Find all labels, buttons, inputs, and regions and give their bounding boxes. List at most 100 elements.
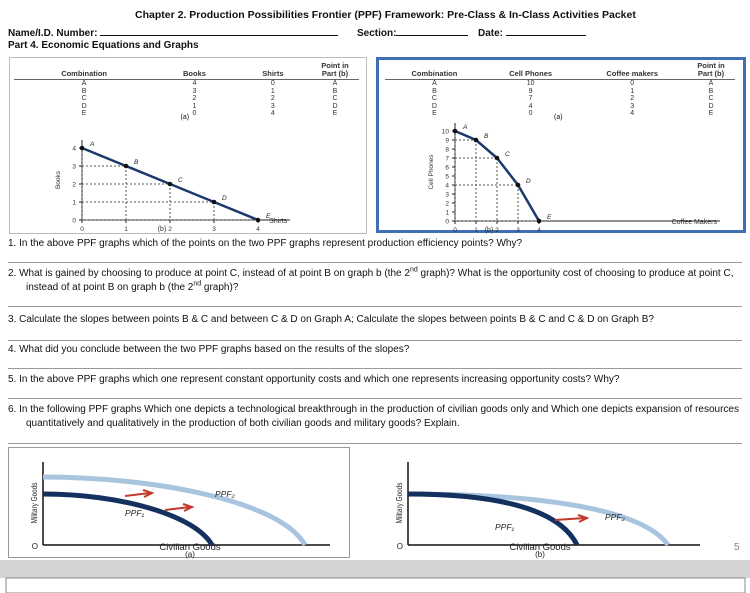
ppf1-curve [407,491,580,547]
section-text: Section: [357,28,397,39]
superscript: nd [193,280,202,288]
ppf1-label: PPF₁ [125,508,145,518]
question-text: 3. Calculate the slopes between points B… [8,314,654,325]
table-cell: E [708,110,714,118]
table-cell: B [81,87,87,95]
point-label: E [266,213,271,220]
y-tick-label: 0 [445,219,449,226]
ppf1-label: PPF₁ [495,522,515,532]
question: 3. Calculate the slopes between points B… [8,313,740,327]
x-tick-label: 4 [256,226,260,233]
page-number: 5 [734,542,740,553]
answer-rule [8,443,742,444]
data-table: Combination Books Shirts Point in Part (b) A… [14,62,359,118]
superscript: nd [409,266,418,274]
table-cell: 2 [192,95,197,103]
table-cell: 9 [528,87,533,95]
x-tick-label: 0 [453,227,457,234]
y-tick-label: 1 [445,210,449,217]
table-row: D 1 3 D [14,103,359,111]
y-tick-label: 1 [72,200,76,207]
graph-caption: (b) [158,226,167,233]
table-cell: 0 [630,80,635,87]
table-cell: D [708,102,714,110]
table-cell: B [332,87,338,95]
x-axis-label: Shirts [269,218,287,225]
table-cell: B [708,87,714,95]
data-table: Combination Cell Phones Coffee makers Point… [385,62,735,118]
graph-caption: (b) [485,227,494,234]
table-row: B 9 1 B [385,88,735,96]
header-row: Combination Books Shirts Point in Part (b) [14,62,359,80]
table-cell: 4 [528,102,533,110]
x-tick-label: 3 [516,227,520,234]
table-cell: C [332,95,338,103]
table-cell: 4 [630,110,635,118]
ppf2-curve [407,491,671,547]
point [79,145,85,151]
point-label: A [462,124,467,131]
table-cell: C [708,95,714,103]
question: 5. In the above PPF graphs which one rep… [8,373,740,387]
date-label: Date: [478,26,586,39]
question: 4. What did you conclude between the two… [8,343,740,357]
y-tick-label: 3 [72,164,76,171]
y-tick-label: 2 [445,201,449,208]
point [452,128,458,134]
table-caption: (a) [554,114,563,121]
table-cell: E [332,110,338,118]
x-axis-label: Civilian Goods [509,542,570,553]
point [536,218,542,224]
y-tick-label: 9 [445,138,449,145]
x-axis-label: Coffee Makers [672,219,718,226]
y-tick-label: 3 [445,192,449,199]
table-caption: (a) [180,114,190,121]
question-text: graph)? [201,282,239,293]
question: 1. In the above PPF graphs which of the … [8,237,740,251]
point [255,217,261,223]
answer-rule [8,398,742,399]
point [515,182,521,188]
origin-label: O [32,542,38,551]
y-tick-label: 5 [445,174,449,181]
y-axis-label: Military Goods [29,482,39,523]
table-cell: 3 [630,102,635,110]
column-header: Combination [14,62,155,80]
blank [396,26,469,36]
name-text: Name/I.D. Number: [8,28,98,39]
answer-rule [8,340,742,341]
table-row: A 10 0 A [385,80,735,88]
panel-left [9,57,367,234]
y-tick-label: 0 [72,218,76,225]
title: Chapter 2. Production Possibilities Fron… [135,9,636,21]
table-cell: D [431,102,437,110]
arrow [164,503,195,512]
question: 2. What is gained by choosing to produce… [8,267,750,295]
point-label: E [547,214,552,221]
date-text: Date: [478,28,504,39]
point-label: D [222,195,227,202]
y-tick-label: 4 [445,183,449,190]
x-tick-label: 1 [124,226,128,233]
caption: (b) [535,550,545,559]
ppf2-curve [42,474,308,547]
column-header: Combination [385,62,484,80]
part-heading: Part 4. Economic Equations and Graphs [8,40,199,51]
point-label: D [526,178,531,185]
ppf2-label: PPF₂ [215,489,236,499]
x-tick-label: 2 [168,226,172,233]
table-cell: C [81,95,87,103]
table-row: C 2 2 C [14,95,359,103]
y-axis-label: Cell Phones [428,154,435,190]
y-tick-label: 7 [445,156,449,163]
x-tick-label: 3 [212,226,216,233]
x-tick-label: 1 [474,227,478,234]
column-header: Cell Phones [483,62,578,80]
y-axis-label: Military Goods [394,482,404,523]
table-cell: 2 [630,95,635,103]
origin-label: O [397,542,403,551]
table-cell: E [81,110,87,118]
table-cell: A [81,80,87,87]
x-tick-label: 4 [537,227,541,234]
